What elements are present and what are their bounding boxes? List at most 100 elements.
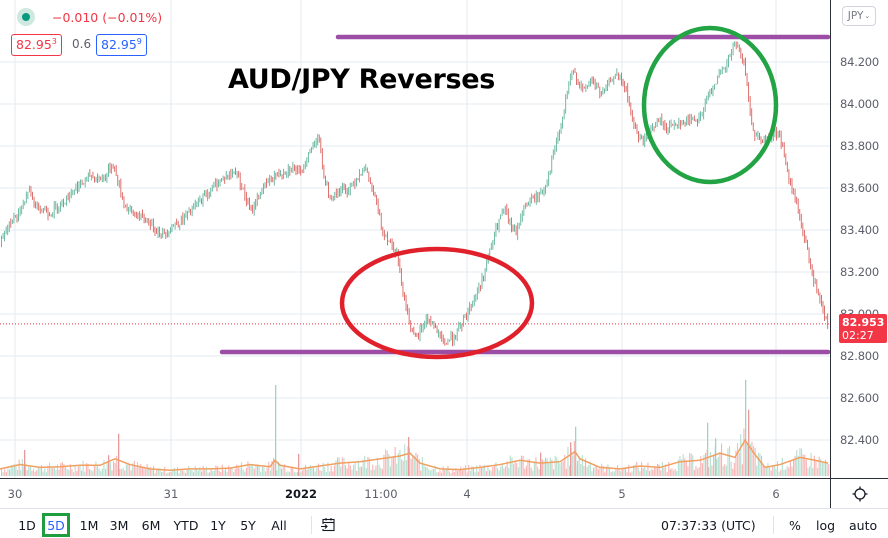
volume-bar bbox=[218, 470, 220, 476]
range-button-all[interactable]: All bbox=[271, 517, 287, 533]
price-pane[interactable] bbox=[0, 0, 830, 478]
volume-bar bbox=[175, 471, 177, 476]
range-button-ytd[interactable]: YTD bbox=[173, 517, 199, 533]
volume-bar bbox=[503, 468, 505, 476]
volume-bar bbox=[20, 470, 22, 476]
annotation-title[interactable]: AUD/JPY Reverses bbox=[228, 64, 496, 95]
volume-bar bbox=[599, 467, 601, 476]
volume-bar bbox=[415, 452, 417, 476]
volume-bar bbox=[210, 468, 212, 476]
volume-bar bbox=[441, 472, 443, 476]
volume-bar bbox=[820, 459, 822, 476]
volume-bar bbox=[106, 461, 108, 476]
market-status-icon[interactable] bbox=[17, 8, 35, 26]
volume-bar bbox=[93, 465, 95, 476]
buy-button[interactable]: 82.959 bbox=[96, 34, 147, 56]
volume-bar bbox=[367, 456, 369, 476]
volume-bar bbox=[741, 464, 743, 476]
volume-bar bbox=[743, 428, 745, 476]
volume-bar bbox=[68, 469, 70, 476]
volume-bar bbox=[273, 458, 275, 476]
range-button-6m[interactable]: 6M bbox=[141, 517, 161, 533]
volume-bar bbox=[349, 465, 351, 476]
volume-bar bbox=[705, 452, 707, 476]
volume-bar bbox=[642, 467, 644, 476]
volume-bar bbox=[301, 470, 303, 476]
bar-countdown: 02:27 bbox=[842, 329, 874, 342]
volume-bar bbox=[408, 437, 410, 476]
volume-bar bbox=[793, 458, 795, 476]
volume-bar bbox=[649, 471, 651, 476]
volume-bar bbox=[828, 464, 830, 476]
volume-bar bbox=[754, 447, 756, 476]
volume-bar bbox=[385, 449, 387, 476]
range-button-1d[interactable]: 1D bbox=[18, 517, 36, 533]
price-tick: 83.600 bbox=[840, 181, 880, 195]
price-tick: 83.800 bbox=[840, 139, 880, 153]
volume-bar bbox=[572, 455, 574, 476]
volume-bar bbox=[377, 457, 379, 476]
volume-bar bbox=[399, 449, 401, 476]
range-button-5y[interactable]: 5Y bbox=[240, 517, 256, 533]
price-tick: 84.000 bbox=[840, 97, 880, 111]
volume-bar bbox=[519, 460, 521, 476]
volume-bar bbox=[383, 454, 385, 476]
volume-bar bbox=[460, 466, 462, 476]
red-ellipse-annotation bbox=[339, 246, 535, 360]
volume-bar bbox=[522, 455, 524, 476]
volume-bar bbox=[514, 460, 516, 476]
volume-bar bbox=[317, 463, 319, 476]
candlestick-chart[interactable] bbox=[0, 0, 830, 478]
range-button-1m[interactable]: 1M bbox=[79, 517, 99, 533]
time-axis[interactable]: 30 31 2022 11:00 4 5 6 bbox=[0, 478, 830, 508]
volume-bar bbox=[549, 457, 551, 476]
range-button-1y[interactable]: 1Y bbox=[210, 517, 226, 533]
volume-bar bbox=[404, 444, 406, 476]
volume-bar bbox=[761, 455, 763, 476]
volume-bar bbox=[277, 461, 279, 476]
volume-bar bbox=[109, 462, 111, 476]
log-scale-toggle[interactable]: log bbox=[816, 517, 836, 533]
volume-bar bbox=[87, 463, 89, 476]
auto-scale-toggle[interactable]: auto bbox=[849, 517, 878, 533]
volume-bar bbox=[361, 466, 363, 476]
sell-button[interactable]: 82.953 bbox=[11, 34, 62, 56]
price-axis[interactable]: JPY ⌄ 84.200 84.000 83.800 83.600 83.400 83.2… bbox=[830, 0, 888, 478]
go-to-date-button[interactable] bbox=[318, 515, 338, 535]
volume-bar bbox=[636, 461, 638, 476]
volume-bar bbox=[2, 472, 4, 476]
volume-bar bbox=[177, 467, 179, 476]
range-button-3m[interactable]: 3M bbox=[109, 517, 129, 533]
volume-bar bbox=[437, 472, 439, 476]
volume-bar bbox=[442, 466, 444, 476]
volume-bar bbox=[575, 426, 577, 476]
volume-bar bbox=[103, 460, 105, 476]
volume-bar bbox=[609, 468, 611, 476]
volume-bar bbox=[285, 472, 287, 476]
volume-bar bbox=[717, 457, 719, 476]
volume-bar bbox=[138, 466, 140, 476]
volume-bar bbox=[380, 467, 382, 476]
volume-bar bbox=[583, 465, 585, 476]
volume-bar bbox=[181, 470, 183, 476]
volume-bar bbox=[540, 452, 542, 476]
volume-bar bbox=[679, 456, 681, 476]
volume-bar bbox=[802, 454, 804, 476]
volume-bar bbox=[84, 471, 86, 476]
volume-bar bbox=[133, 460, 135, 476]
volume-bar bbox=[21, 459, 23, 476]
percent-scale-toggle[interactable]: % bbox=[789, 517, 801, 533]
utc-clock[interactable]: 07:37:33 (UTC) bbox=[661, 517, 756, 533]
range-button-5d[interactable]: 5D bbox=[42, 513, 70, 537]
chart-settings-button[interactable] bbox=[830, 478, 888, 508]
volume-bar bbox=[5, 472, 7, 476]
bid-price: 82.95 bbox=[16, 37, 52, 52]
volume-bar bbox=[324, 467, 326, 476]
volume-bar bbox=[417, 454, 419, 476]
volume-bar bbox=[681, 459, 683, 476]
volume-bar bbox=[501, 463, 503, 476]
currency-button[interactable]: JPY ⌄ bbox=[842, 6, 876, 26]
volume-bar bbox=[309, 464, 311, 476]
time-tick: 30 bbox=[7, 487, 23, 501]
